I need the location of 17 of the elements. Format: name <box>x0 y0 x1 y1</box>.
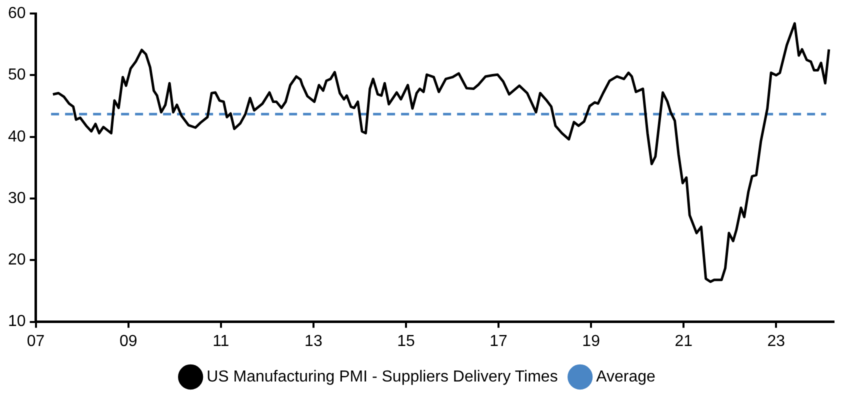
x-tick-label: 09 <box>119 332 138 350</box>
x-tick-label: 17 <box>490 332 508 350</box>
x-tick-label: 23 <box>767 332 786 350</box>
x-tick-label: 19 <box>582 332 600 350</box>
y-tick-label: 60 <box>8 5 26 22</box>
x-tick-label: 15 <box>397 332 415 350</box>
legend-label: US Manufacturing PMI - Suppliers Delivery Times <box>206 368 558 386</box>
y-tick-label: 30 <box>8 190 26 207</box>
y-tick-label: 20 <box>8 252 26 269</box>
x-tick-label: 07 <box>26 332 45 350</box>
x-tick-label: 13 <box>304 332 322 350</box>
x-tick-label: 21 <box>674 332 693 350</box>
y-tick-label: 40 <box>8 128 26 146</box>
x-tick-label: 11 <box>212 332 230 350</box>
legend-label: Average <box>596 368 656 386</box>
y-tick-label: 50 <box>8 66 26 84</box>
y-tick-label: 10 <box>8 313 26 330</box>
